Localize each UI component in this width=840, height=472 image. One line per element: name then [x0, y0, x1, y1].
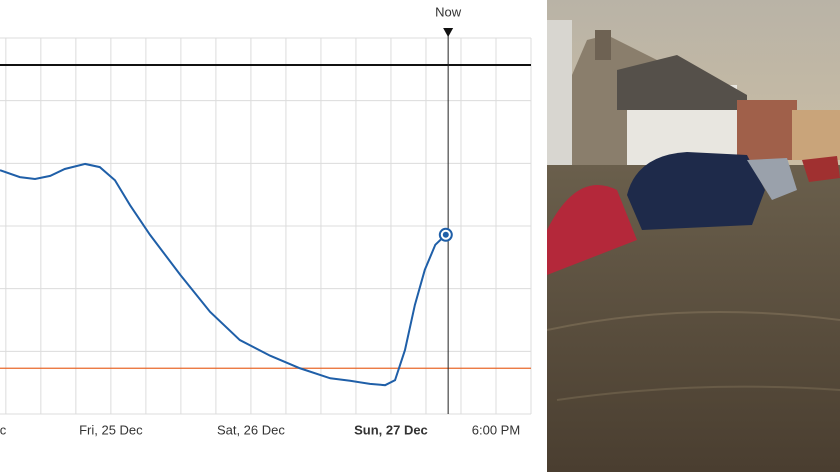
- x-tick-label: Sun, 27 Dec: [354, 422, 428, 437]
- line: [0, 162, 447, 387]
- now-marker: [443, 28, 454, 37]
- x-tick-label: Thu, 24 Dec: [0, 422, 7, 437]
- chart: Thu, 24 Dec Fri, 25 Dec Sat, 26 Dec Sun, 27…: [0, 4, 532, 437]
- latest-point-dot: [442, 231, 449, 238]
- x-tick-label: 6:00 PM: [472, 422, 520, 437]
- x-tick-label: Sat, 26 Dec: [217, 422, 285, 437]
- now-label: Now: [435, 4, 462, 19]
- flood-photo: [547, 0, 840, 472]
- x-tick-label: Fri, 25 Dec: [79, 422, 143, 437]
